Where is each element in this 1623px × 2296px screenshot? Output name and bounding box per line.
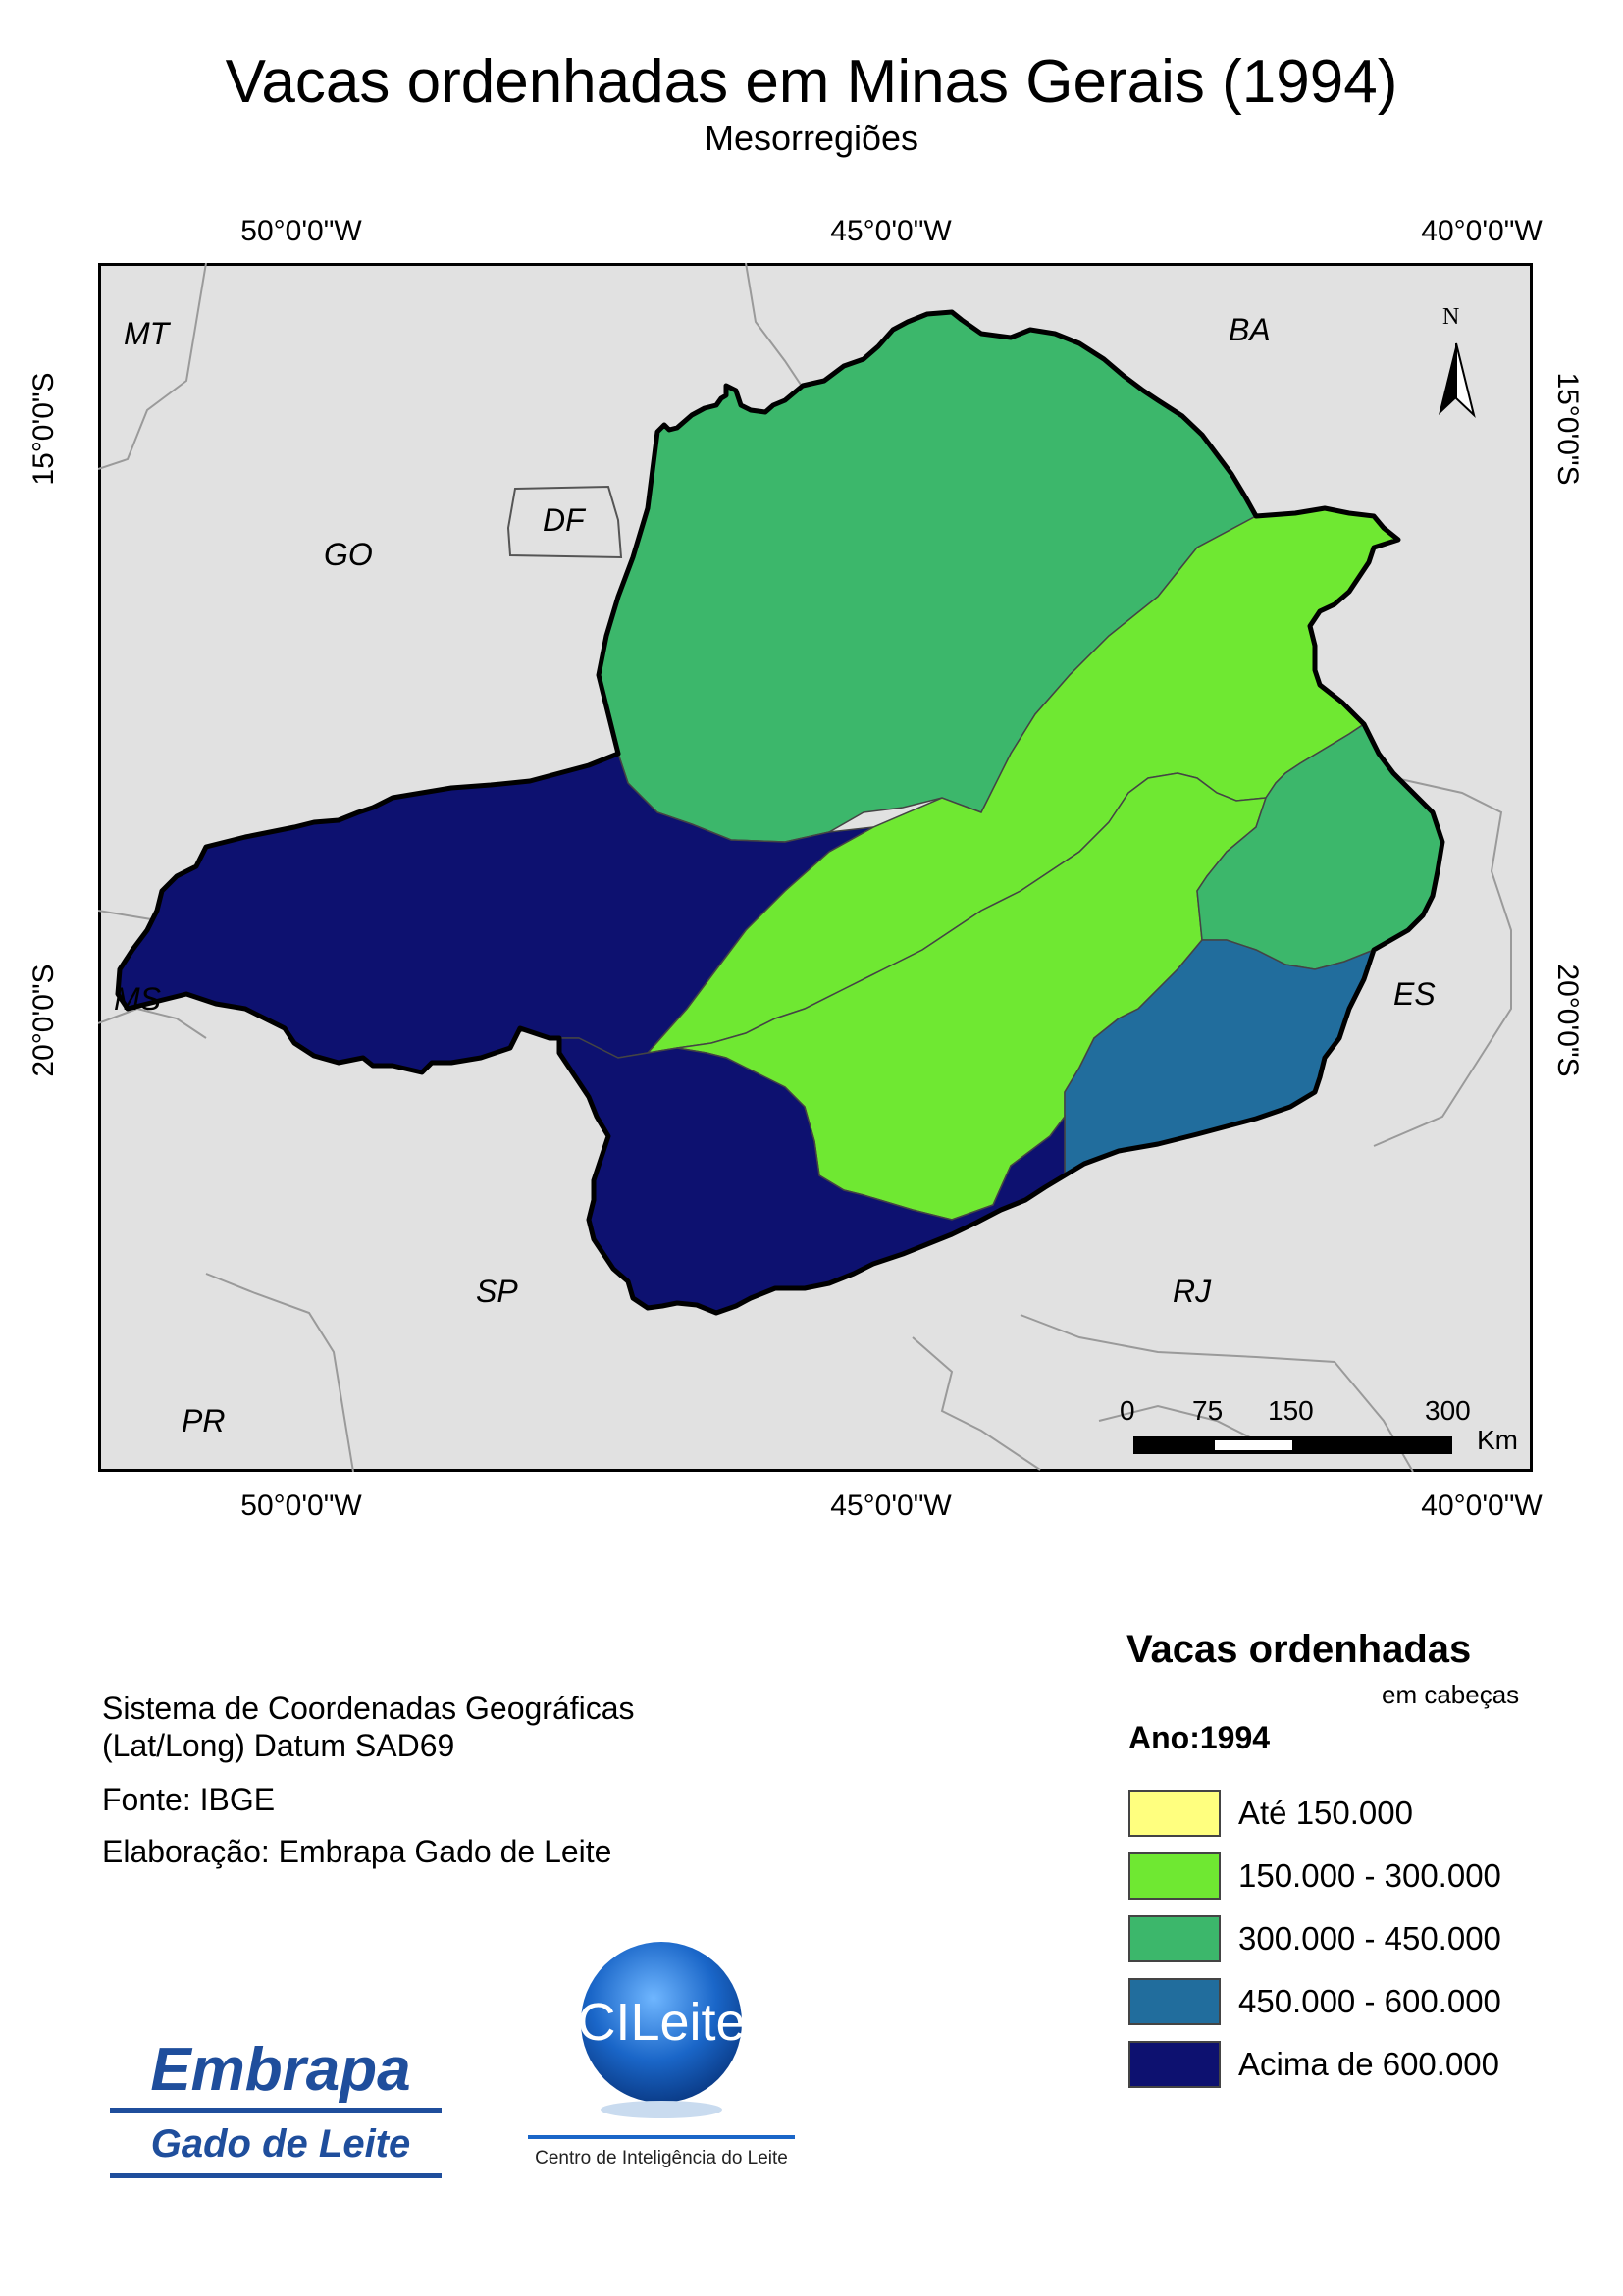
north-arrow-left-icon: [1439, 343, 1456, 415]
map-frame: [98, 263, 1533, 1472]
embrapa-logo-name: Embrapa: [150, 2036, 410, 2104]
lat-label-right-15: 15°0'0"S: [1551, 372, 1584, 486]
cileite-logo-caption: Centro de Inteligência do Leite: [535, 2148, 788, 2168]
legend-swatch-1: [1128, 1790, 1221, 1837]
embrapa-logo-bar-top: [110, 2108, 442, 2113]
legend-year: Ano:1994: [1128, 1720, 1271, 1755]
legend-swatch-5: [1128, 2041, 1221, 2088]
coord-system-line-2: (Lat/Long) Datum SAD69: [102, 1728, 455, 1763]
df-boundary: [506, 485, 623, 559]
map-title: Vacas ordenhadas em Minas Gerais (1994): [225, 48, 1398, 116]
cileite-logo-bar: [528, 2135, 795, 2139]
state-label-rj: RJ: [1173, 1274, 1212, 1309]
lon-label-top-50: 50°0'0"W: [240, 215, 362, 247]
legend-item-3: 300.000 - 450.000: [1128, 1913, 1501, 1964]
scale-tick-0: 0: [1120, 1395, 1135, 1426]
elaboration-text: Elaboração: Embrapa Gado de Leite: [102, 1834, 612, 1869]
scale-bar-white-segment: [1215, 1440, 1292, 1450]
state-label-df: DF: [543, 502, 585, 538]
legend-label-3: 300.000 - 450.000: [1238, 1920, 1501, 1957]
legend-swatch-4: [1128, 1978, 1221, 2025]
cileite-logo: CILeite Centro de Inteligência do Leite: [528, 1942, 795, 2168]
lon-label-top-40: 40°0'0"W: [1421, 215, 1543, 247]
embrapa-logo-unit: Gado de Leite: [151, 2122, 411, 2166]
source-text: Fonte: IBGE: [102, 1782, 276, 1817]
state-label-pr: PR: [182, 1403, 226, 1438]
state-boundaries: [98, 263, 1512, 1472]
lat-label-right-20: 20°0'0"S: [1551, 964, 1584, 1077]
lat-label-left-15: 15°0'0"S: [27, 372, 60, 486]
lon-label-bottom-50: 50°0'0"W: [240, 1489, 362, 1522]
legend-item-2: 150.000 - 300.000: [1128, 1851, 1501, 1902]
legend-label-5: Acima de 600.000: [1238, 2046, 1500, 2082]
state-label-mt: MT: [124, 316, 170, 351]
legend-swatch-3: [1128, 1915, 1221, 1962]
legend-unit: em cabeças: [1382, 1680, 1520, 1709]
legend-item-4: 450.000 - 600.000: [1128, 1976, 1501, 2027]
scale-tick-150: 150: [1268, 1395, 1314, 1426]
legend-label-4: 450.000 - 600.000: [1238, 1983, 1501, 2019]
legend-title: Vacas ordenhadas: [1126, 1628, 1472, 1671]
legend-label-2: 150.000 - 300.000: [1238, 1857, 1501, 1894]
state-label-ba: BA: [1229, 312, 1271, 347]
mesoregions: [117, 311, 1443, 1314]
legend-swatch-2: [1128, 1852, 1221, 1900]
lon-label-top-45: 45°0'0"W: [830, 215, 952, 247]
north-arrow: [1439, 342, 1476, 419]
state-label-sp: SP: [476, 1274, 518, 1309]
scale-bar-body: [1133, 1436, 1452, 1454]
scale-tick-300: 300: [1425, 1395, 1471, 1426]
lon-label-bottom-40: 40°0'0"W: [1421, 1489, 1543, 1522]
cileite-globe-icon: [581, 1942, 742, 2103]
cileite-logo-name: CILeite: [577, 1993, 745, 2052]
scale-tick-75: 75: [1192, 1395, 1224, 1426]
state-label-ms: MS: [114, 981, 161, 1017]
lon-label-bottom-45: 45°0'0"W: [830, 1489, 952, 1522]
state-label-es: ES: [1393, 976, 1436, 1012]
embrapa-logo-bar-bottom: [110, 2173, 442, 2178]
legend-item-5: Acima de 600.000: [1128, 2039, 1499, 2090]
scale-unit: Km: [1477, 1425, 1518, 1455]
embrapa-logo: Embrapa Gado de Leite: [110, 2036, 442, 2178]
north-arrow-label: N: [1442, 304, 1460, 330]
cileite-shadow: [601, 2101, 722, 2118]
scale-bar: [1133, 1436, 1452, 1454]
legend-label-1: Até 150.000: [1238, 1795, 1413, 1831]
lat-label-left-20: 20°0'0"S: [27, 964, 60, 1077]
legend-item-1: Até 150.000: [1128, 1788, 1413, 1839]
map-subtitle: Mesorregiões: [704, 118, 919, 158]
minas-gerais-boundary: [115, 309, 1445, 1316]
state-label-go: GO: [324, 537, 373, 572]
coord-system-line-1: Sistema de Coordenadas Geográficas: [102, 1691, 635, 1726]
north-arrow-right-icon: [1455, 342, 1476, 419]
